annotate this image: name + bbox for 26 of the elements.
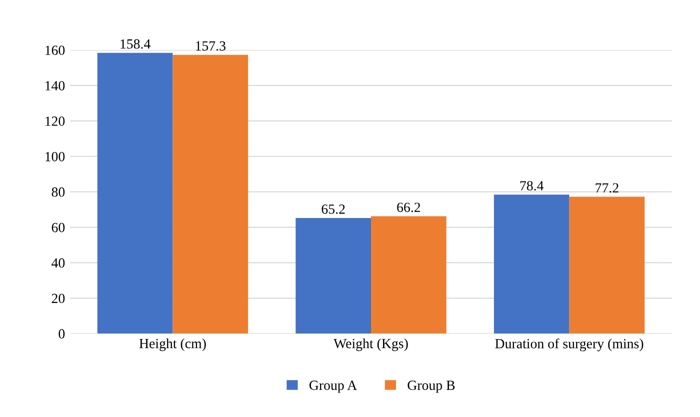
y-tick-label: 120 [46, 116, 65, 126]
y-tick-label: 80 [52, 187, 65, 197]
bar [371, 216, 446, 334]
data-label: 77.2 [596, 183, 618, 193]
bar [494, 194, 570, 334]
data-label: 65.2 [322, 204, 345, 214]
y-tick-label: 0 [58, 329, 65, 339]
x-tick-label: Weight (Kgs) [334, 338, 408, 352]
bar [172, 54, 248, 334]
data-label: 158.4 [120, 39, 150, 49]
bar [97, 52, 173, 334]
x-tick-label: Height (cm) [139, 338, 206, 352]
y-tick-label: 160 [46, 46, 65, 55]
legend-label: Group B [408, 380, 455, 393]
legend-label: Group A [309, 380, 358, 393]
data-label: 66.2 [397, 202, 420, 212]
x-tick-label: Duration of surgery (mins) [495, 338, 644, 352]
bar [569, 196, 645, 334]
data-label: 157.3 [196, 41, 226, 51]
y-tick-label: 40 [52, 258, 65, 268]
y-tick-label: 140 [46, 81, 65, 90]
bar [296, 218, 371, 334]
y-tick-label: 100 [46, 152, 65, 162]
y-tick-label: 20 [52, 294, 65, 304]
data-label: 78.4 [520, 181, 544, 191]
y-tick-label: 60 [52, 222, 65, 232]
